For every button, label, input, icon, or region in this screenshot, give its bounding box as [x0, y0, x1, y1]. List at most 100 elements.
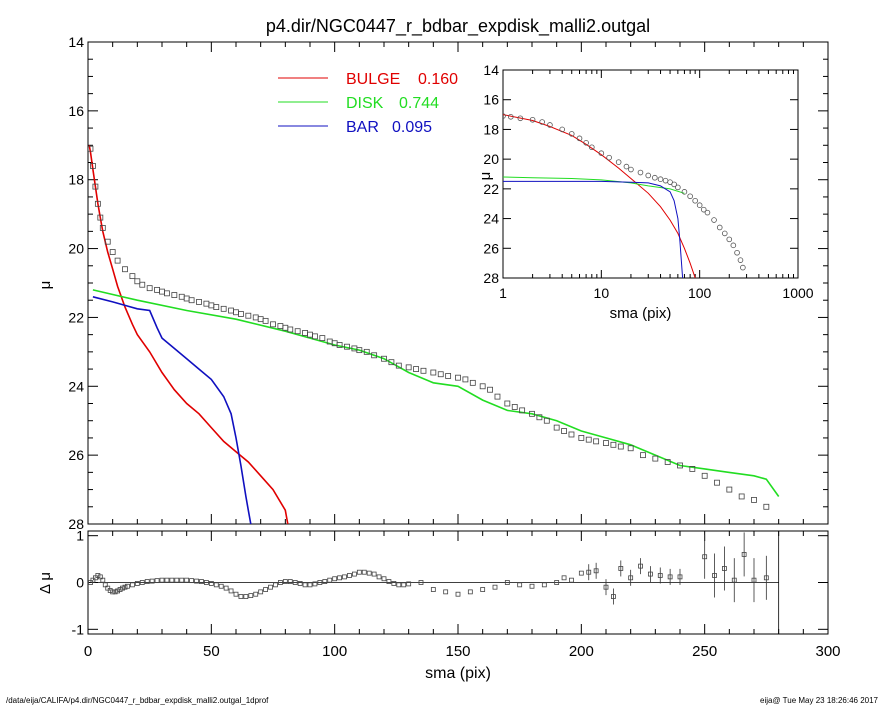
observed-point [627, 445, 634, 452]
observed-point [129, 273, 136, 280]
observed-point [183, 295, 190, 302]
residual-point [139, 580, 145, 585]
inset-x-tick-label: 1000 [782, 285, 813, 301]
observed-point [553, 424, 560, 431]
observed-point [233, 309, 239, 316]
observed-point [445, 373, 452, 379]
residual-point [751, 577, 757, 583]
bar-line [92, 296, 252, 524]
observed-point [154, 286, 160, 293]
observed-point [504, 400, 511, 407]
observed-point [420, 367, 427, 374]
residual-point [381, 576, 387, 582]
inset-observed-point [681, 189, 688, 195]
residual-point [263, 587, 269, 592]
residual-point [312, 581, 318, 587]
inset-y-tick-label: 22 [483, 181, 499, 197]
observed-point [257, 316, 264, 323]
observed-point [252, 314, 259, 321]
residual-point [228, 588, 234, 594]
observed-point [677, 462, 683, 469]
legend-value-disk: 0.744 [399, 95, 439, 112]
residual-point [455, 591, 461, 597]
residual-point [287, 579, 293, 584]
inset-bar-line [503, 180, 684, 278]
inset-observed-point [606, 154, 612, 161]
residual-point [282, 579, 288, 584]
residual-point [347, 573, 352, 578]
observed-point [585, 436, 592, 443]
legend-name-bar: BAR [346, 119, 379, 136]
observed-point [294, 328, 301, 335]
observed-point [395, 362, 402, 369]
observed-point [610, 441, 617, 448]
inset-y-tick-label: 16 [483, 92, 499, 108]
residual-point [223, 585, 229, 591]
main-y-tick-label: 20 [68, 241, 84, 257]
observed-point [536, 414, 543, 421]
residual-point [199, 579, 204, 584]
residual-point [554, 580, 560, 585]
observed-point [109, 249, 116, 255]
observed-point [164, 290, 170, 297]
observed-point [578, 435, 585, 441]
inset-observed-point [692, 197, 698, 204]
inset-observed-point [623, 163, 630, 170]
residual-point [327, 577, 333, 583]
residual-point [125, 583, 130, 589]
residual-point [401, 582, 407, 588]
residual-y-tick-label: 0 [76, 575, 84, 591]
residual-point [351, 571, 357, 577]
residual-point [129, 582, 135, 588]
observed-point [287, 326, 294, 333]
observed-point [701, 472, 708, 479]
observed-point [104, 238, 111, 245]
residual-point [569, 577, 574, 583]
residual-point [593, 568, 599, 574]
residual-point [657, 573, 663, 578]
residual-point [164, 577, 170, 583]
observed-point [738, 493, 745, 500]
observed-point [617, 443, 624, 450]
residual-point [134, 581, 140, 586]
residual-point [467, 589, 473, 595]
inset-observed-point [539, 119, 545, 125]
inset-observed-point [671, 181, 677, 188]
residual-point [628, 575, 634, 581]
inset-observed-point [700, 206, 707, 213]
observed-point [92, 183, 99, 190]
observed-point [603, 440, 609, 446]
residual-point [208, 581, 214, 586]
observed-point [381, 355, 387, 362]
residual-point [302, 582, 308, 588]
observed-point [593, 438, 600, 445]
residual-point [648, 571, 653, 577]
observed-point [455, 374, 461, 381]
residual-point [149, 578, 155, 584]
observed-point [462, 376, 469, 383]
legend-name-disk: DISK [346, 95, 384, 112]
observed-point [270, 321, 276, 328]
observed-point [220, 305, 227, 312]
observed-point [388, 359, 395, 366]
residual-point [586, 569, 592, 575]
inset-x-axis-label: sma (pix) [610, 305, 672, 322]
residual-x-tick-label: 200 [569, 643, 594, 660]
bulge-line [88, 145, 289, 524]
observed-point [487, 386, 493, 393]
inset-observed-point [730, 242, 737, 249]
observed-point [97, 214, 104, 221]
residual-x-tick-label: 0 [84, 643, 92, 660]
residual-x-tick-label: 150 [445, 643, 470, 660]
observed-point [561, 428, 567, 434]
residual-point [712, 573, 717, 578]
inset-y-tick-label: 28 [483, 270, 499, 286]
residual-point [337, 575, 343, 581]
observed-point [664, 459, 671, 465]
residual-x-tick-label: 50 [203, 643, 220, 660]
inset-x-tick-label: 100 [688, 285, 712, 301]
residual-point [112, 589, 118, 595]
observed-point [319, 335, 326, 341]
residual-point [618, 566, 624, 571]
